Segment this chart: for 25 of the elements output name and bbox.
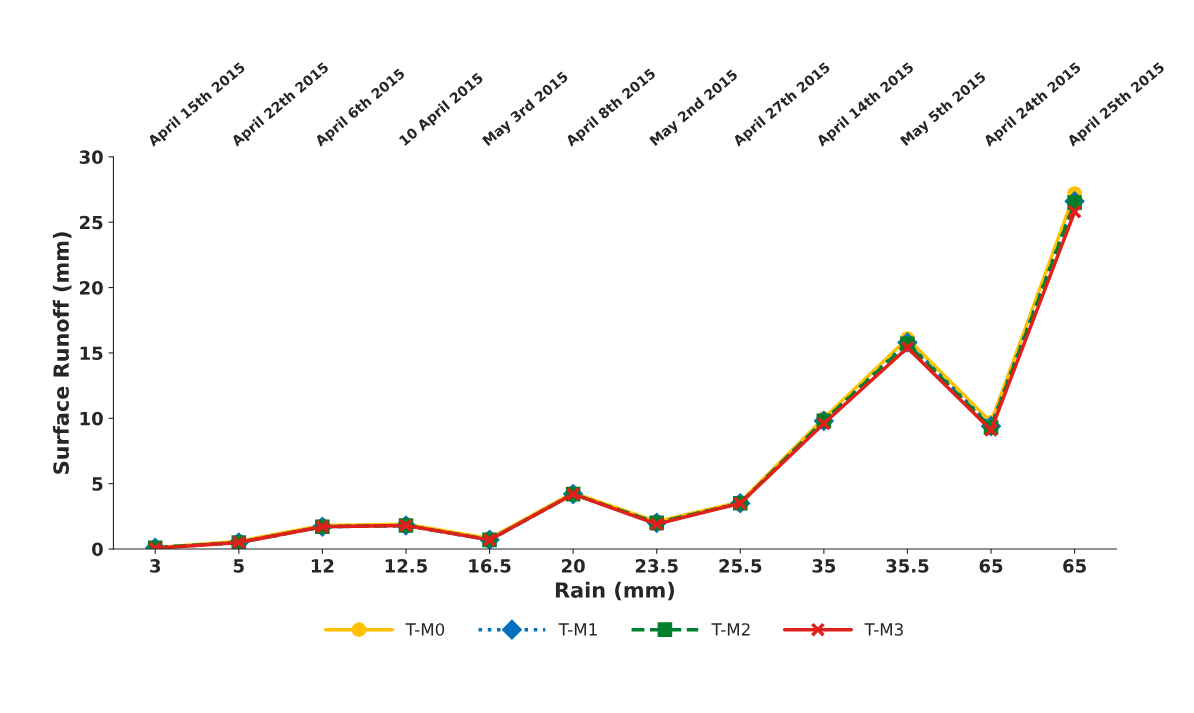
x-tick-label: 23.5 (635, 559, 678, 573)
x-tick-label: 20 (561, 559, 585, 573)
y-tick-label: 25 (80, 215, 103, 230)
x-tick-label: 12.5 (385, 559, 427, 573)
x-tick-label: 65 (1063, 559, 1086, 573)
x-tick-label: 65 (979, 559, 1003, 573)
x-tick-label: 35 (812, 559, 836, 573)
legend-label: T-M2 (711, 623, 750, 636)
x-tick-label: 35.5 (886, 559, 929, 573)
x-tick-label: 3 (150, 559, 161, 573)
legend-label: T-M0 (405, 623, 445, 636)
y-axis-title: Surface Runoff (mm) (52, 232, 72, 474)
x-tick-label: 16.5 (469, 559, 511, 573)
x-tick-label: 5 (233, 559, 244, 573)
y-tick-label: 20 (80, 281, 103, 295)
legend-label: T-M3 (864, 623, 903, 636)
x-tick-label: 25.5 (719, 559, 762, 573)
y-tick-label: 0 (92, 542, 103, 557)
legend-label: T-M1 (558, 623, 597, 636)
x-tick-label: 12 (311, 559, 334, 573)
y-tick-label: 10 (80, 411, 103, 426)
y-tick-label: 5 (92, 477, 103, 491)
x-axis-title: Rain (mm) (555, 581, 675, 601)
y-tick-label: 15 (80, 346, 103, 361)
y-tick-label: 30 (79, 150, 103, 164)
